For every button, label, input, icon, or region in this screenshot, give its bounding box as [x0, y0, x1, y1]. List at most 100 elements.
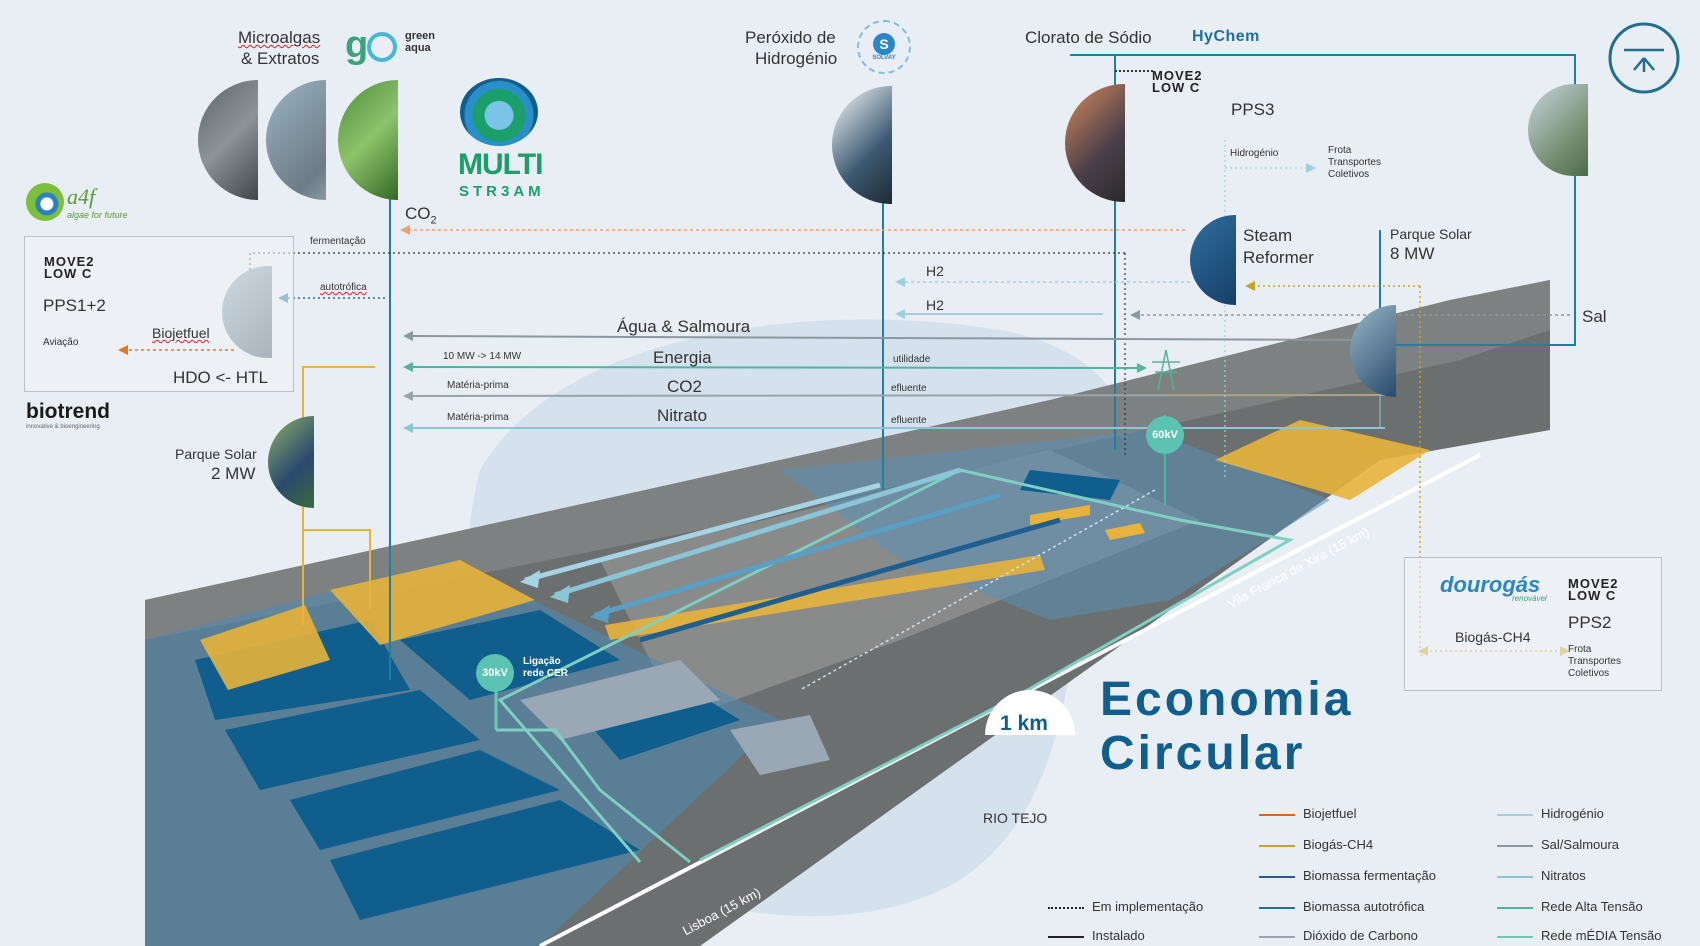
autotrofica-label: autotrófica	[320, 282, 367, 293]
aviacao-label: Aviação	[43, 337, 79, 348]
legend-swatch-status-1	[1048, 936, 1084, 938]
legend-label-col1-4: Dióxido de Carbono	[1303, 928, 1418, 943]
extratos-label: & Extratos	[241, 49, 320, 68]
legend-label-col2-1: Sal/Salmoura	[1541, 837, 1620, 852]
clorato-label: Clorato de Sódio	[1025, 28, 1152, 47]
legend-label-col2-4: Rede mÉDIA Tensão	[1541, 928, 1662, 943]
sal-label: Sal	[1582, 307, 1607, 326]
frota-pps2-1: Frota	[1568, 644, 1592, 655]
biotrend-tagline: innovative & bioengineering	[26, 424, 100, 430]
legend-swatch-col1-0	[1259, 814, 1295, 816]
energia-label: Energia	[653, 348, 712, 367]
biotrend-logo: biotrend	[26, 400, 110, 423]
a4f-tagline: algae for future	[67, 210, 128, 220]
legend-swatch-col2-2	[1497, 876, 1533, 878]
biojetfuel-arrow	[118, 345, 236, 355]
multistream-logo-icon	[460, 78, 542, 148]
frota-pps3-2: Transportes	[1328, 157, 1381, 168]
legend-swatch-col2-3	[1497, 907, 1533, 909]
microalgas-label: Microalgas	[238, 28, 321, 47]
pps12-label: PPS1+2	[43, 296, 106, 315]
ligacao-label-1: Ligação	[523, 656, 561, 667]
legend-swatch-col1-3	[1259, 907, 1295, 909]
legend-swatch-col1-2	[1259, 876, 1295, 878]
solar2-label-1: Parque Solar	[175, 446, 257, 462]
frota-pps3-1: Frota	[1328, 145, 1352, 156]
hychem-logo: HyChem	[1192, 28, 1260, 45]
peroxido-label-2: Hidrogénio	[755, 49, 838, 68]
pps2-box	[1404, 557, 1662, 691]
legend-swatch-col2-1	[1497, 845, 1533, 847]
legend-swatch-col2-0	[1497, 814, 1533, 816]
dourogas-logo: dourogás	[1440, 572, 1541, 597]
fermentacao-label: fermentação	[310, 236, 366, 247]
legend-label-status-1: Instalado	[1092, 928, 1145, 943]
legend-label-col2-2: Nitratos	[1541, 868, 1586, 883]
legend-label-col1-1: Biogás-CH4	[1303, 837, 1374, 852]
pps3-label: PPS3	[1231, 100, 1275, 119]
legend-label-col1-3: Biomassa autotrófica	[1303, 899, 1425, 914]
pps2-label: PPS2	[1568, 613, 1612, 632]
circular-title: Circular	[1100, 727, 1306, 780]
co2-flow-label: CO2	[667, 377, 702, 396]
rio-tejo-label: RIO TEJO	[983, 810, 1048, 826]
solar2-label-2: 2 MW	[211, 464, 256, 483]
solar8-label-1: Parque Solar	[1390, 226, 1472, 242]
legend-label-col1-2: Biomassa fermentação	[1303, 868, 1436, 883]
materia-prima-label-1: Matéria-prima	[447, 380, 509, 391]
frota-pps2-3: Coletivos	[1568, 668, 1610, 679]
hidrogenio-flow-label: Hidrogénio	[1230, 148, 1279, 159]
nitrato-label: Nitrato	[657, 406, 708, 425]
ligacao-label-2: rede CER	[523, 668, 569, 679]
move2lowc-top-pps3: MOVE2	[1152, 68, 1203, 83]
legend-swatch-col1-4	[1259, 936, 1295, 938]
solvay-s-icon: S	[873, 33, 895, 55]
peroxido-label-1: Peróxido de	[745, 28, 836, 47]
economia-title: Economia	[1100, 673, 1354, 726]
move2lowc-bottom-pps2: LOW C	[1568, 588, 1617, 603]
stream-wordmark: STR3AM	[459, 183, 545, 200]
move2lowc-bottom-pps12: LOW C	[44, 266, 93, 281]
dourogas-tagline: renovável	[1512, 594, 1547, 603]
legend-label-col1-0: Biojetfuel	[1303, 806, 1357, 821]
efluente-label-1: efluente	[891, 383, 927, 394]
green-aqua-logo: g	[345, 24, 397, 68]
a4f-logo-icon	[26, 183, 64, 221]
pps1-2-box	[24, 236, 294, 392]
scale-1km-label: 1 km	[1000, 712, 1048, 735]
move2lowc-bottom-pps3: LOW C	[1152, 80, 1201, 95]
steam-reformer-label-1: Steam	[1243, 226, 1293, 245]
legend-swatch-col1-1	[1259, 845, 1295, 847]
solvay-logo: S SOLVAY	[857, 20, 911, 74]
move2lowc-top-pps12: MOVE2	[44, 254, 95, 269]
legend-label-col2-3: Rede Alta Tensão	[1541, 899, 1643, 914]
legend-label-col2-0: Hidrogénio	[1541, 806, 1604, 821]
legend-swatch-col2-4	[1497, 936, 1533, 938]
legend-swatch-status-0	[1048, 907, 1084, 909]
green-aqua-text-1: green	[405, 30, 435, 42]
move2lowc-top-pps2: MOVE2	[1568, 576, 1619, 591]
legend-label-status-0: Em implementação	[1092, 899, 1204, 914]
frota-pps2-2: Transportes	[1568, 656, 1621, 667]
mw-range-label: 10 MW -> 14 MW	[443, 351, 522, 362]
a4f-wordmark: a4f	[67, 184, 96, 209]
solar8-label-2: 8 MW	[1390, 244, 1435, 263]
move2lowc-logo-pps3	[1115, 70, 1153, 72]
h2-label-b: H2	[926, 297, 944, 313]
h2-label-a: H2	[926, 263, 944, 279]
biogas-flow-label: Biogás-CH4	[1455, 629, 1531, 645]
hdo-htl-label: HDO <- HTL	[173, 368, 268, 387]
green-aqua-text-2: aqua	[405, 42, 431, 54]
frota-pps3-3: Coletivos	[1328, 169, 1370, 180]
badge-60kv: 60kV	[1146, 416, 1184, 454]
efluente-label-2: efluente	[891, 415, 927, 426]
agua-salmoura-label: Água & Salmoura	[617, 317, 751, 336]
biojetfuel-flow-label: Biojetfuel	[152, 325, 210, 341]
solvay-wordmark: SOLVAY	[872, 55, 896, 61]
badge-30kv: 30kV	[476, 654, 514, 692]
pylon-icon	[1152, 349, 1180, 391]
multi-wordmark: MULTI	[458, 148, 543, 181]
utilidade-label: utilidade	[893, 354, 931, 365]
steam-reformer-label-2: Reformer	[1243, 248, 1314, 267]
